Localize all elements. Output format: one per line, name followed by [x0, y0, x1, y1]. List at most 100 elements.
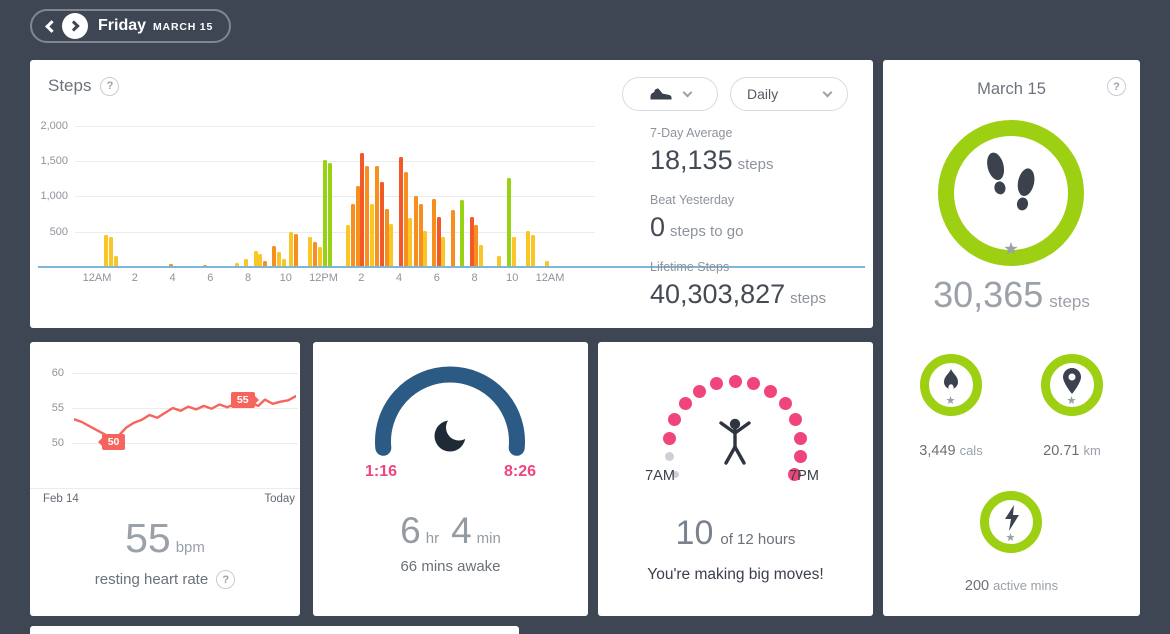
steps-bar [244, 258, 249, 267]
steps-bar [272, 245, 277, 267]
gridline [75, 161, 595, 163]
steps-bar [375, 166, 380, 267]
activity-dot [678, 397, 692, 411]
stat-unit: steps to go [670, 223, 744, 240]
steps-bar [253, 250, 258, 267]
star-icon [1004, 242, 1018, 255]
gridline [72, 443, 298, 444]
hourly-activity-gauge [598, 342, 873, 616]
steps-bar [423, 231, 428, 267]
date-navigator: Friday MARCH 15 [30, 9, 232, 43]
steps-bar [436, 216, 441, 267]
y-tick-label: 500 [49, 225, 68, 238]
distance-ring[interactable] [1041, 354, 1103, 416]
steps-bar [323, 160, 328, 267]
steps-bar [512, 237, 517, 267]
x-tick-label: 12AM [82, 272, 112, 284]
distance-label: 20.71 km [1007, 443, 1137, 459]
active-hours-of-label: of 12 hours [720, 531, 796, 548]
steps-bar [202, 264, 207, 267]
sleep-awake-text: 66 mins awake [400, 558, 501, 575]
steps-bar [313, 242, 317, 267]
steps-bar [328, 162, 333, 267]
shoe-icon [650, 88, 672, 100]
x-tick-label: 8 [471, 272, 478, 284]
steps-card: Steps ? 2,000 1,500 1,000 500 12AM 2 4 6 8 10 12PM… [30, 60, 873, 328]
prev-day-button[interactable] [42, 13, 60, 39]
chevron-down-icon [822, 87, 833, 98]
active-minutes-ring[interactable] [980, 491, 1042, 553]
steps-bar [109, 236, 114, 267]
resting-heart-rate-card: 60 55 50 Feb 14 Today 55 bpm resting heart … [30, 342, 300, 616]
steps-bar [360, 152, 365, 267]
steps-bar [497, 255, 501, 267]
stat-value: 18,135 [650, 145, 733, 175]
steps-bar [294, 233, 299, 267]
metric-dropdown[interactable] [622, 77, 718, 111]
chevron-down-icon [682, 87, 693, 98]
steps-chart-grid: 2,000 1,500 1,000 500 12AM 2 4 6 8 10 12PM 2 4 6 8 10 12… [30, 60, 873, 328]
heart-rate-line-chart [74, 394, 296, 443]
steps-bar [403, 171, 408, 267]
steps-bar [350, 203, 355, 267]
gridline [75, 231, 595, 233]
stat-label: Beat Yesterday [650, 193, 735, 207]
question-mark-icon[interactable]: ? [216, 570, 236, 589]
activity-dot [709, 377, 723, 391]
steps-bar [408, 217, 413, 267]
x-tick-label: 4 [169, 272, 176, 284]
bolt-icon [1005, 505, 1019, 531]
chevron-right-icon [67, 20, 80, 32]
y-tick-label: 55 [51, 402, 64, 414]
period-dropdown[interactable]: Daily [730, 77, 848, 111]
stat-lifetime-steps: Lifetime Steps 40,303,827 steps [650, 260, 826, 310]
star-icon [1067, 396, 1076, 405]
steps-bar [364, 166, 369, 267]
steps-bar [431, 199, 436, 267]
period-dropdown-value: Daily [747, 86, 779, 102]
calories-value: 3,449 [919, 443, 956, 459]
active-minutes-label: 200 active mins [883, 578, 1140, 594]
calories-ring[interactable] [920, 354, 982, 416]
question-mark-icon[interactable]: ? [100, 76, 120, 96]
stat-7-day-average: 7-Day Average 18,135 steps [650, 126, 826, 176]
stat-label: Lifetime Steps [650, 260, 730, 274]
gridline [72, 373, 298, 374]
y-tick-label: 1,000 [40, 190, 68, 203]
x-tick-label: 12AM [535, 272, 565, 284]
steps-card-title-row: Steps ? [48, 76, 120, 96]
x-tick-label: 10 [279, 272, 292, 284]
x-tick-label: 4 [395, 272, 403, 284]
summary-steps-number: 30,365 [933, 274, 1044, 315]
heart-rate-badge: 55 [230, 391, 259, 408]
question-mark-icon[interactable]: ? [1107, 77, 1126, 96]
steps-bar [263, 260, 267, 267]
activity-dot [728, 374, 742, 388]
heart-rate-caption-row: resting heart rate ? [30, 570, 300, 589]
next-card-edge [30, 626, 519, 634]
next-day-button[interactable] [62, 13, 88, 39]
flame-icon [944, 369, 958, 391]
steps-bar [418, 203, 423, 267]
activity-dot [663, 431, 677, 445]
location-pin-icon [1063, 368, 1081, 394]
activity-start-label: 7AM [645, 468, 675, 484]
y-tick-label: 50 [51, 437, 64, 449]
sleep-start-time: 1:16 [364, 463, 398, 480]
steps-bar [398, 156, 403, 267]
stat-value: 0 [650, 212, 666, 242]
person-arms-up-icon [719, 418, 751, 465]
heart-rate-number: 55 [125, 515, 171, 561]
heart-rate-unit: bpm [175, 539, 205, 556]
active-hours-count: 10 of 12 hours [598, 514, 873, 553]
sleep-end-time: 8:26 [503, 463, 537, 480]
x-tick-label: 6 [207, 272, 214, 284]
sleep-card: 1:16 8:26 6 hr 4 min 66 mins awake [313, 342, 588, 616]
star-icon [1006, 533, 1015, 542]
steps-chart-baseline [38, 266, 865, 268]
x-tick-label: 8 [244, 272, 252, 284]
activity-dot [692, 385, 706, 399]
steps-bar [281, 258, 286, 267]
gridline [75, 125, 595, 127]
